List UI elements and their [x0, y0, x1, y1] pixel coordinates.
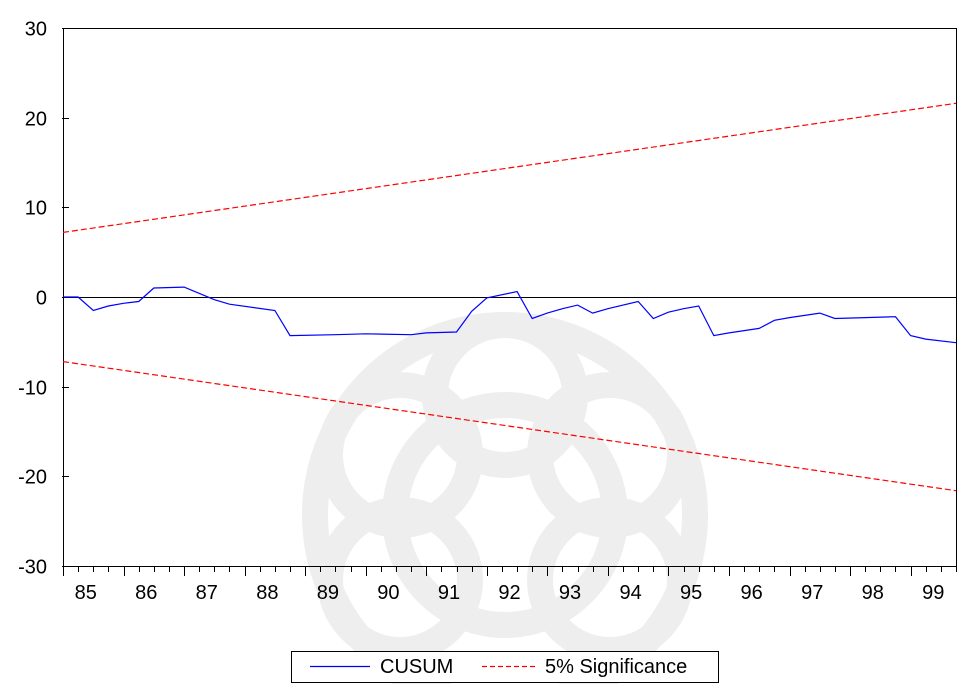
- y-tick-label: 10: [25, 198, 47, 220]
- cusum-line: [63, 286, 957, 344]
- x-tick-label: 93: [559, 582, 581, 604]
- x-tick-label: 85: [75, 582, 97, 604]
- x-tick-label: 91: [438, 582, 460, 604]
- x-tick-label: 87: [196, 582, 218, 604]
- upper-significance-line: [62, 102, 957, 233]
- x-tick-label: 90: [377, 582, 399, 604]
- x-tick-label: 99: [922, 582, 944, 604]
- legend-cusum-label: CUSUM: [380, 656, 453, 678]
- x-tick-label: 92: [498, 582, 520, 604]
- y-axis: 30 20 10 0 -10 -20 -30: [18, 19, 69, 579]
- y-tick-label: 30: [25, 19, 47, 41]
- lower-significance-line: [62, 361, 957, 492]
- x-tick-label: 97: [801, 582, 823, 604]
- watermark-ornament: [302, 312, 708, 684]
- x-tick-label: 89: [317, 582, 339, 604]
- x-tick-label: 86: [135, 582, 157, 604]
- x-tick-label: 98: [862, 582, 884, 604]
- y-tick-label: -20: [18, 467, 47, 489]
- y-tick-label: -30: [18, 557, 47, 579]
- plot-area: 30 20 10 0 -10 -20 -30 85 86 87 88 89 90 91 92 93 94 95 9…: [18, 19, 957, 604]
- y-tick-label: -10: [18, 378, 47, 400]
- x-tick-label: 95: [680, 582, 702, 604]
- x-axis: 85 86 87 88 89 90 91 92 93 94 95 96 97 98 99: [63, 566, 957, 604]
- legend: CUSUM 5% Significance: [291, 651, 719, 683]
- y-tick-label: 0: [36, 288, 47, 310]
- x-tick-label: 88: [256, 582, 278, 604]
- y-tick-label: 20: [25, 109, 47, 131]
- series-group: [62, 102, 957, 492]
- x-tick-label: 96: [741, 582, 763, 604]
- x-tick-label: 94: [619, 582, 641, 604]
- legend-significance-label: 5% Significance: [545, 656, 687, 678]
